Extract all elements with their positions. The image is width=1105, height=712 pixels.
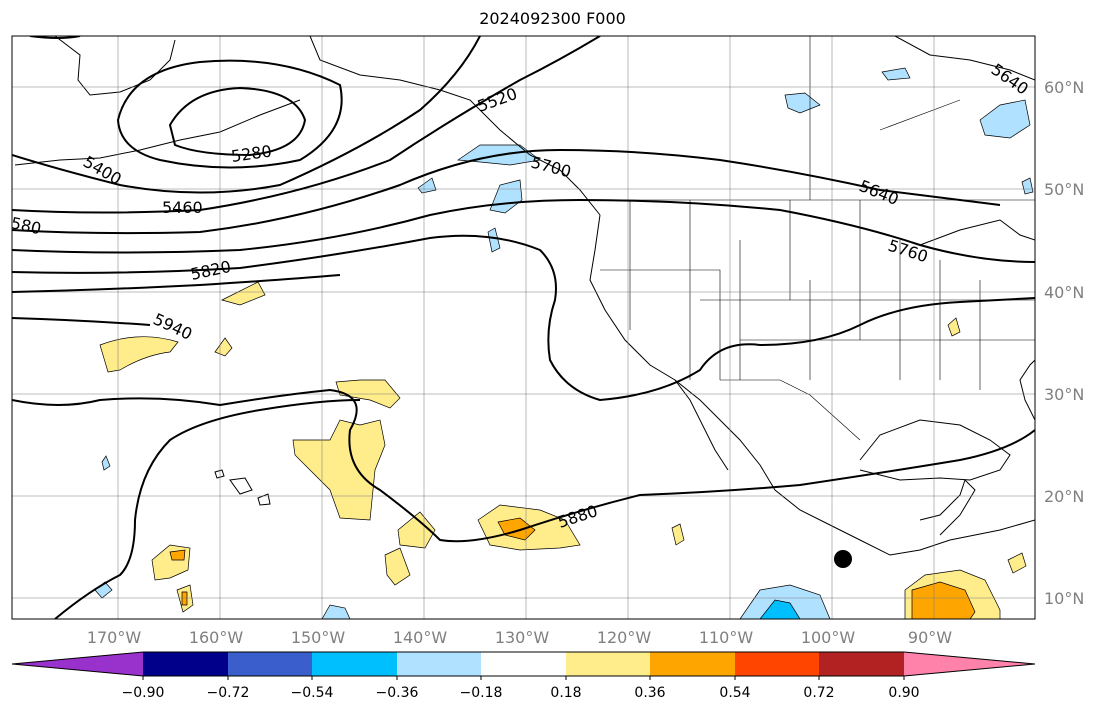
lon-label: 140°W xyxy=(393,628,448,647)
lat-label: 10°N xyxy=(1044,589,1084,608)
colorbar-tick: −0.36 xyxy=(376,685,419,701)
colorbar-segment xyxy=(819,652,904,676)
lat-label: 40°N xyxy=(1044,283,1084,302)
lon-label: 90°W xyxy=(908,628,952,647)
colorbar-segment xyxy=(735,652,819,676)
colorbar-tick: 0.36 xyxy=(634,685,665,701)
anomaly-fills xyxy=(94,67,1034,619)
colorbar-segment xyxy=(650,652,735,676)
colorbar-tick: 0.18 xyxy=(550,685,581,701)
contour-label: 5460 xyxy=(162,198,203,217)
lon-label: 170°W xyxy=(87,628,142,647)
lon-label: 150°W xyxy=(291,628,346,647)
colorbar-tick: −0.72 xyxy=(207,685,250,701)
colorbar-tick: −0.54 xyxy=(291,685,334,701)
colorbar-segment xyxy=(397,652,481,676)
lon-label: 160°W xyxy=(189,628,244,647)
height-contours xyxy=(12,36,1035,619)
plot-frame xyxy=(11,35,1036,620)
colorbar-extend-left xyxy=(12,652,143,676)
lon-label: 120°W xyxy=(597,628,652,647)
lat-label: 50°N xyxy=(1044,180,1084,199)
colorbar-tick: 0.72 xyxy=(803,685,834,701)
lat-label: 20°N xyxy=(1044,487,1084,506)
colorbar-tick-labels: −0.90 −0.72 −0.54 −0.36 −0.18 0.18 0.36 … xyxy=(122,685,920,701)
colorbar-segment xyxy=(566,652,650,676)
colorbar-tick: −0.18 xyxy=(460,685,503,701)
borders xyxy=(580,36,1035,441)
coastlines xyxy=(14,36,1035,556)
lon-label: 110°W xyxy=(699,628,754,647)
lat-label: 30°N xyxy=(1044,385,1084,404)
longitude-labels: 170°W 160°W 150°W 140°W 130°W 120°W 110°… xyxy=(87,628,952,647)
colorbar-segment xyxy=(312,652,397,676)
colorbar-tick: 0.54 xyxy=(719,685,750,701)
latitude-labels: 60°N 50°N 40°N 30°N 20°N 10°N xyxy=(1044,78,1084,608)
lon-label: 100°W xyxy=(801,628,856,647)
gridlines xyxy=(12,36,1035,619)
lat-label: 60°N xyxy=(1044,78,1084,97)
colorbar-tick: 0.90 xyxy=(888,685,919,701)
colorbar-extend-right xyxy=(904,652,1035,676)
lon-label: 130°W xyxy=(495,628,550,647)
storm-center-marker xyxy=(834,550,852,568)
colorbar-segment xyxy=(228,652,312,676)
colorbar xyxy=(11,651,1036,680)
map-title: 2024092300 F000 xyxy=(479,9,626,28)
colorbar-segment xyxy=(143,652,228,676)
colorbar-tick: −0.90 xyxy=(122,685,165,701)
colorbar-segment xyxy=(481,652,566,676)
